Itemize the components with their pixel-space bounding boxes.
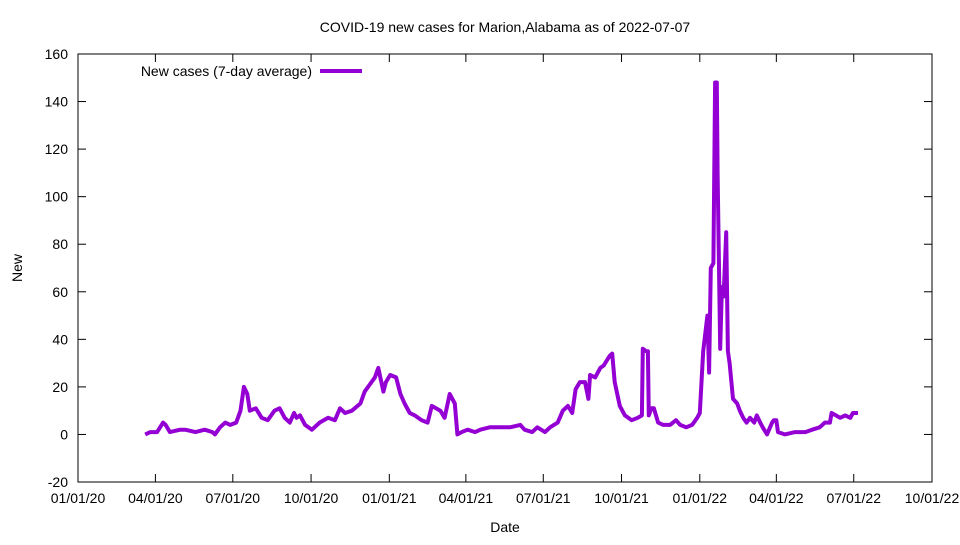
- plot-frame: [77, 53, 933, 483]
- y-tick-label: 80: [52, 236, 68, 252]
- chart-title: COVID-19 new cases for Marion,Alabama as…: [320, 19, 691, 35]
- x-tick-label: 01/01/21: [362, 490, 417, 506]
- y-tick-label: 100: [45, 189, 69, 205]
- series-line: [144, 80, 858, 437]
- y-tick-label: 120: [45, 141, 69, 157]
- axes: -20 0 20 40 60 80 100 120 140 160 01/01/20 04/01/20…: [45, 46, 960, 506]
- x-tick-label: 01/01/22: [673, 490, 728, 506]
- y-tick-label: 60: [52, 284, 68, 300]
- series-layer: [144, 80, 858, 437]
- x-axis-label: Date: [490, 519, 520, 535]
- y-tick-label: 0: [60, 426, 68, 442]
- x-tick-label: 04/01/21: [439, 490, 494, 506]
- y-tick-label: -20: [48, 474, 68, 490]
- legend-label: New cases (7-day average): [141, 63, 312, 79]
- y-tick-label: 160: [45, 46, 69, 62]
- x-tick-label: 07/01/22: [826, 490, 881, 506]
- x-tick-label: 01/01/20: [51, 490, 106, 506]
- y-axis-label: New: [9, 253, 25, 282]
- x-tick-label: 04/01/22: [749, 490, 804, 506]
- x-tick-label: 07/01/20: [206, 490, 261, 506]
- x-tick-label: 10/01/22: [905, 490, 960, 506]
- x-tick-label: 10/01/21: [594, 490, 649, 506]
- y-tick-label: 20: [52, 379, 68, 395]
- x-tick-label: 07/01/21: [516, 490, 571, 506]
- y-tick-label: 140: [45, 94, 69, 110]
- legend: New cases (7-day average): [141, 63, 362, 79]
- y-tick-label: 40: [52, 331, 68, 347]
- x-tick-label: 10/01/20: [284, 490, 339, 506]
- x-tick-label: 04/01/20: [128, 490, 183, 506]
